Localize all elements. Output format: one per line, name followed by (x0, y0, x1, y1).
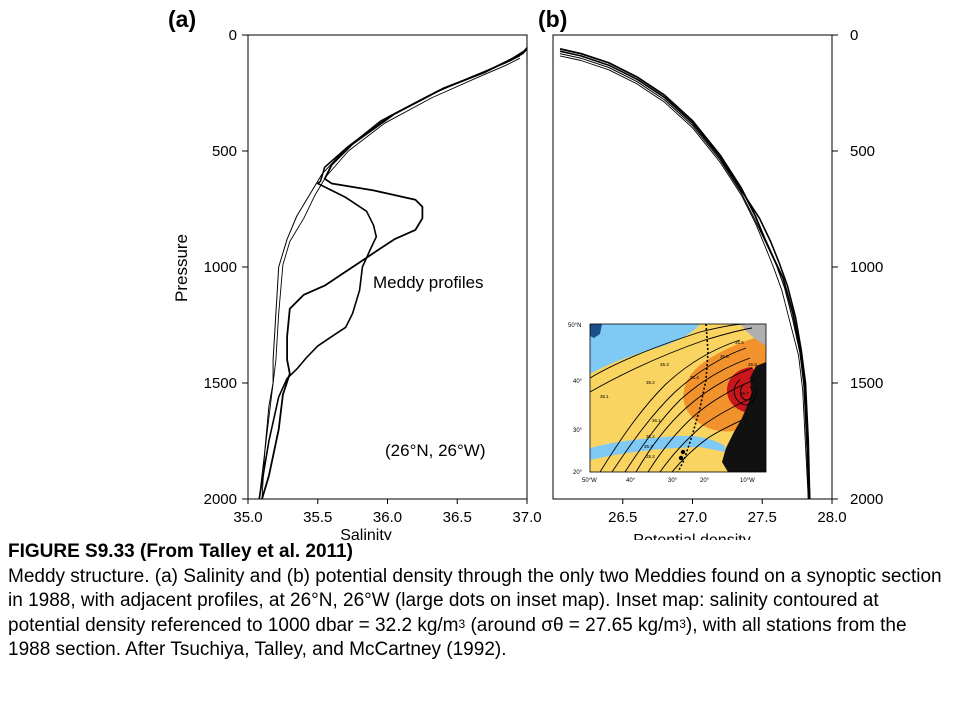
figure-caption: FIGURE S9.33 (From Talley et al. 2011) M… (8, 540, 954, 663)
x-tick-label: 26.5 (608, 509, 637, 526)
inset-contour-label: 35.3 (660, 362, 669, 367)
caption-body: Meddy structure. (a) Salinity and (b) po… (8, 565, 954, 663)
inset-lat-label: 30° (573, 428, 583, 434)
inset-lon-label: 30° (668, 478, 678, 484)
inset-contour-line (590, 324, 746, 379)
annotation-location: (26°N, 26°W) (385, 441, 486, 460)
inset-contour-label: 35.3 (644, 444, 653, 449)
inset-contour-label: 35.6 (735, 340, 744, 345)
y-tick-label: 0 (229, 27, 237, 44)
inset-lon-label: 20° (700, 478, 710, 484)
inset-station-track (677, 324, 709, 472)
figure: (a) (b) 0 500 1000 1500 2000 35.0 35.5 36.0 36.… (168, 6, 883, 540)
inset-contour-label: 35.4 (690, 375, 699, 380)
inset-meddy-dot (678, 455, 684, 461)
inset-contour-line (599, 339, 741, 472)
x-tick-label: 35.5 (303, 509, 332, 526)
caption-superscript: 3 (458, 616, 466, 631)
inset-contour-line (671, 417, 747, 472)
caption-superscript: 3 (679, 616, 686, 631)
y-tick-label: 500 (212, 143, 237, 160)
inset-lat-label: 50°N (568, 323, 581, 329)
inset-blue-region (590, 324, 700, 374)
inset-frame (589, 323, 767, 473)
annotation-meddy: Meddy profiles (373, 273, 484, 292)
inset-land-north (590, 324, 602, 338)
y-tick-label: 1000 (850, 259, 883, 276)
inset-contour-label: 36.1 (652, 418, 661, 423)
profile-line (258, 55, 521, 500)
panel-a-frame (247, 34, 528, 500)
inset-map: 35.1 35.2 35.3 35.4 35.5 35.6 35.7 35.8 … (566, 312, 770, 488)
panel-b-label: (b) (538, 6, 567, 32)
x-tick-label: 27.5 (748, 509, 777, 526)
caption-text: Meddy structure. (a) Salinity and (b) po… (8, 565, 942, 636)
y-axis-label: Pressure (172, 234, 191, 302)
inset-contour-label: 35.7 (740, 391, 749, 396)
inset-contour-line (739, 383, 753, 401)
inset-contour-line (659, 397, 753, 472)
inset-land (722, 362, 766, 472)
caption-text: (around σθ = 27.65 kg/m (465, 614, 680, 636)
panel-a-label: (a) (168, 6, 196, 32)
caption-text: ), with all stations from the 1988 secti… (8, 614, 907, 661)
inset-lon-label: 10°W (740, 478, 755, 484)
x-tick-label: 37.0 (512, 509, 541, 526)
inset-lat-label: 20° (573, 470, 583, 476)
inset-meddy-dot (680, 449, 686, 455)
y-tick-label: 500 (850, 143, 875, 160)
inset-contour-label: 35.8 (748, 362, 757, 367)
inset-contour-line (647, 379, 755, 472)
y-tick-label: 1000 (204, 259, 237, 276)
inset-lon-label: 40° (626, 478, 636, 484)
y-tick-label: 0 (850, 27, 858, 44)
inset-contour-label: 35.1 (600, 394, 609, 399)
y-tick-label: 1500 (850, 375, 883, 392)
inset-contour-line (733, 379, 757, 406)
panel-b-x-ticks: 26.5 27.0 27.5 28.0 (608, 499, 847, 526)
inset-lat-label: 40° (573, 379, 583, 385)
profile-line (559, 53, 809, 500)
y-tick-label: 1500 (204, 375, 237, 392)
x-tick-label: 36.0 (373, 509, 402, 526)
inset-yellow-south (590, 447, 725, 472)
inset-contour-label: 35.5 (720, 354, 729, 359)
profile-line (559, 50, 811, 500)
inset-contour-line (624, 357, 751, 472)
panel-a-x-ticks: 35.0 35.5 36.0 36.5 37.0 (233, 499, 542, 526)
profile-line (559, 55, 809, 500)
x-tick-label: 28.0 (817, 509, 846, 526)
inset-lon-label: 50°W (582, 478, 597, 484)
y-tick-label: 2000 (204, 491, 237, 508)
inset-contour-label: 35.2 (646, 380, 655, 385)
inset-gray-region (740, 324, 766, 346)
x-axis-label-b: Potential density (633, 532, 750, 540)
inset-contour-line (611, 347, 747, 472)
caption-title: FIGURE S9.33 (From Talley et al. 2011) (8, 541, 353, 562)
panel-a-y-ticks: 0 500 1000 1500 2000 (204, 27, 248, 508)
inset-contour-label: 35.2 (646, 434, 655, 439)
panel-b-profiles (559, 48, 811, 500)
profile-line (261, 57, 521, 500)
x-tick-label: 36.5 (443, 509, 472, 526)
y-tick-label: 2000 (850, 491, 883, 508)
inset-contour-line (590, 327, 753, 393)
x-tick-label: 35.0 (233, 509, 262, 526)
inset-contour-label: 35.2 (646, 454, 655, 459)
panel-b-y-ticks: 0 500 1000 1500 2000 (832, 27, 883, 508)
profile-line (559, 48, 811, 500)
x-axis-label-a: Salinity (340, 527, 392, 540)
x-tick-label: 27.0 (678, 509, 707, 526)
inset-contour-line (635, 367, 753, 472)
panel-a-profiles (258, 47, 528, 500)
